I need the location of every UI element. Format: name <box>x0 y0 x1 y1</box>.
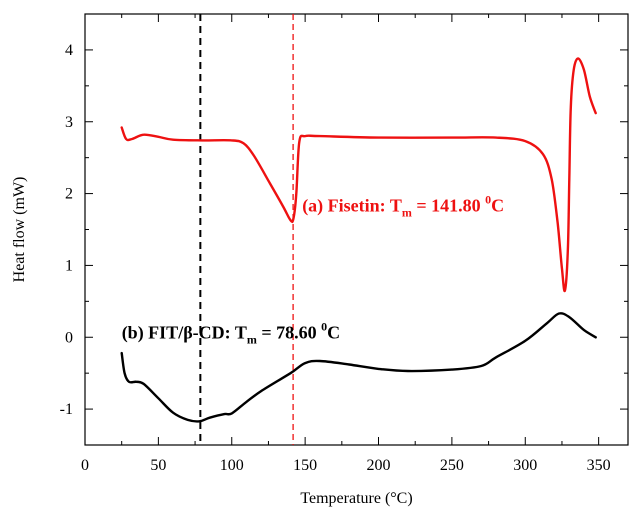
annotation-superscript: 0 <box>321 320 327 334</box>
y-tick-label: 4 <box>65 42 73 59</box>
x-tick-label: 200 <box>367 457 391 474</box>
axis-ticks <box>84 14 628 445</box>
x-tick-label: 150 <box>293 457 317 474</box>
annotation-unit: C <box>491 196 504 216</box>
series-line-2 <box>120 312 597 423</box>
y-tick-label: 1 <box>65 257 73 274</box>
y-tick-label: 0 <box>65 329 73 346</box>
series-line-1 <box>120 57 597 293</box>
annotation-2: (b) FIT/β-CD: Tm = 78.60 0C <box>122 320 340 347</box>
x-tick-label: 350 <box>587 457 611 474</box>
x-tick-label: 100 <box>220 457 244 474</box>
x-tick-label: 300 <box>513 457 537 474</box>
annotation-1: (a) Fisetin: Tm = 141.80 0C <box>302 193 504 220</box>
annotation-subscript: m <box>402 206 412 220</box>
x-tick-label: 0 <box>81 457 89 474</box>
plot-frame <box>84 13 629 446</box>
annotations-layer: (a) Fisetin: Tm = 141.80 0C(b) FIT/β-CD:… <box>122 193 504 347</box>
x-tick-label: 250 <box>440 457 464 474</box>
y-axis-title: Heat flow (mW) <box>11 177 28 283</box>
y-tick-label: -1 <box>60 401 73 418</box>
series-layer <box>120 57 597 423</box>
annotation-value: = 78.60 <box>257 323 321 343</box>
annotation-text: (b) FIT/β-CD: T <box>122 323 247 344</box>
axis-tick-labels: 0 50 100 150 200 250 300 350 -1 0 1 2 3 4 <box>60 42 611 474</box>
annotation-text: (a) Fisetin: T <box>302 196 402 217</box>
annotation-subscript: m <box>247 333 257 347</box>
annotation-unit: C <box>327 323 340 343</box>
annotation-value: = 141.80 <box>412 196 485 216</box>
x-axis-title: Temperature (°C) <box>300 490 412 507</box>
annotation-superscript: 0 <box>485 193 491 207</box>
reference-lines <box>199 14 294 445</box>
y-tick-label: 3 <box>65 114 73 131</box>
x-tick-label: 50 <box>150 457 166 474</box>
y-tick-label: 2 <box>65 186 73 203</box>
